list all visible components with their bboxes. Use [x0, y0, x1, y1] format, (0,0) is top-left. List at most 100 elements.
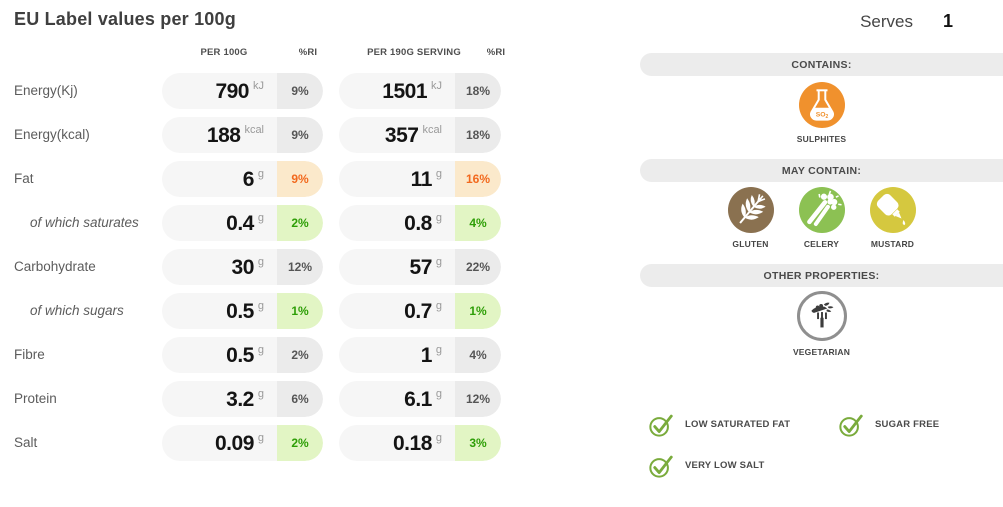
- value-number: 0.4: [226, 211, 254, 235]
- serving-pill: 1 g 4%: [339, 337, 501, 373]
- value-unit: g: [435, 388, 442, 400]
- value-unit: kcal: [422, 124, 442, 136]
- ri-percent: 4%: [455, 337, 501, 373]
- per100g-pill: 30 g 12%: [162, 249, 323, 285]
- may-contain-icons: GLUTEN CELERY MUSTARD: [640, 187, 1003, 249]
- value-unit: g: [257, 388, 264, 400]
- nutrient-value: 357 kcal: [339, 117, 455, 153]
- nutrient-value: 30 g: [162, 249, 277, 285]
- per100g-pill: 3.2 g 6%: [162, 381, 323, 417]
- column-header-per-serving: PER 190G SERVING: [367, 47, 461, 58]
- may-contain-banner: MAY CONTAIN:: [640, 159, 1003, 182]
- serving-pill: 57 g 22%: [339, 249, 501, 285]
- ri-percent: 2%: [277, 205, 323, 241]
- per100g-pill: 0.5 g 2%: [162, 337, 323, 373]
- ri-percent: 1%: [455, 293, 501, 329]
- ri-percent: 16%: [455, 161, 501, 197]
- table-row: Fibre 0.5 g 2% 1 g 4%: [0, 337, 510, 373]
- value-number: 30: [231, 255, 255, 279]
- allergen-vegetarian: VEGETARIAN: [791, 291, 853, 357]
- ri-percent: 4%: [455, 205, 501, 241]
- table-row: of which saturates 0.4 g 2% 0.8 g 4%: [0, 205, 510, 241]
- ri-percent: 6%: [277, 381, 323, 417]
- value-number: 57: [409, 255, 433, 279]
- page-title: EU Label values per 100g: [14, 9, 236, 29]
- value-unit: g: [257, 168, 264, 180]
- nutrient-label: Fat: [14, 171, 34, 186]
- value-number: 0.8: [404, 211, 432, 235]
- nutrient-value: 57 g: [339, 249, 455, 285]
- nutrient-label: Carbohydrate: [14, 259, 96, 274]
- per100g-pill: 0.5 g 1%: [162, 293, 323, 329]
- badge-label: VERY LOW SALT: [685, 460, 765, 471]
- value-unit: g: [435, 168, 442, 180]
- ri-percent: 18%: [455, 117, 501, 153]
- value-number: 6.1: [404, 387, 432, 411]
- property-badge: LOW SATURATED FAT: [648, 411, 838, 438]
- nutrient-value: 1 g: [339, 337, 455, 373]
- value-unit: g: [435, 212, 442, 224]
- allergen-mustard: MUSTARD: [862, 187, 924, 249]
- ri-percent: 12%: [277, 249, 323, 285]
- value-number: 0.09: [215, 431, 254, 455]
- nutrient-value: 0.4 g: [162, 205, 277, 241]
- value-unit: g: [257, 300, 264, 312]
- ri-percent: 1%: [277, 293, 323, 329]
- badge-label: LOW SATURATED FAT: [685, 419, 791, 430]
- value-number: 0.7: [404, 299, 432, 323]
- nutrient-value: 0.7 g: [339, 293, 455, 329]
- nutrient-value: 188 kcal: [162, 117, 277, 153]
- allergen-label: CELERY: [803, 239, 840, 249]
- table-row: Energy(Kj) 790 kJ 9% 1501 kJ 18%: [0, 73, 510, 109]
- per100g-pill: 0.09 g 2%: [162, 425, 323, 461]
- check-icon: [648, 411, 675, 438]
- nutrient-value: 0.5 g: [162, 337, 277, 373]
- nutrient-value: 0.09 g: [162, 425, 277, 461]
- nutrient-label: Protein: [14, 391, 57, 406]
- column-header-ri-1: %RI: [298, 47, 318, 58]
- value-number: 11: [410, 167, 433, 191]
- per100g-pill: 0.4 g 2%: [162, 205, 323, 241]
- serving-pill: 11 g 16%: [339, 161, 501, 197]
- nutrient-value: 1501 kJ: [339, 73, 455, 109]
- value-number: 0.5: [226, 343, 254, 367]
- nutrient-label: Salt: [14, 435, 38, 450]
- allergen-gluten: GLUTEN: [720, 187, 782, 249]
- allergen-label: GLUTEN: [732, 239, 769, 249]
- serving-pill: 0.7 g 1%: [339, 293, 501, 329]
- nutrient-value: 6.1 g: [339, 381, 455, 417]
- nutrient-value: 0.8 g: [339, 205, 455, 241]
- allergen-label: VEGETARIAN: [792, 347, 851, 357]
- value-unit: g: [435, 344, 442, 356]
- nutrient-label: Fibre: [14, 347, 45, 362]
- wheat-icon: [727, 187, 774, 233]
- value-unit: g: [435, 300, 442, 312]
- nutrient-value: 790 kJ: [162, 73, 277, 109]
- ri-percent: 3%: [455, 425, 501, 461]
- value-unit: g: [435, 432, 442, 444]
- nutrition-table: Energy(Kj) 790 kJ 9% 1501 kJ 18% Energy(k…: [0, 73, 510, 469]
- value-number: 188: [206, 123, 241, 147]
- value-unit: kcal: [244, 124, 264, 136]
- ri-percent: 9%: [277, 117, 323, 153]
- value-unit: g: [435, 256, 442, 268]
- value-unit: kJ: [253, 80, 264, 92]
- serves-label: Serves: [860, 12, 913, 31]
- allergen-label: SULPHITES: [796, 134, 847, 144]
- mustard-bottle-icon: [869, 187, 916, 233]
- nutrient-label: Energy(Kj): [14, 83, 78, 98]
- serving-pill: 357 kcal 18%: [339, 117, 501, 153]
- nutrient-value: 11 g: [339, 161, 455, 197]
- value-number: 3.2: [226, 387, 254, 411]
- nutrient-label: of which sugars: [30, 303, 124, 318]
- ri-percent: 2%: [277, 337, 323, 373]
- nutrient-value: 0.5 g: [162, 293, 277, 329]
- value-unit: kJ: [431, 80, 442, 92]
- nutrient-value: 6 g: [162, 161, 277, 197]
- ri-percent: 2%: [277, 425, 323, 461]
- serving-pill: 6.1 g 12%: [339, 381, 501, 417]
- nutrient-value: 0.18 g: [339, 425, 455, 461]
- column-header-per100g: PER 100G: [200, 47, 248, 58]
- nutrient-label: of which saturates: [30, 215, 139, 230]
